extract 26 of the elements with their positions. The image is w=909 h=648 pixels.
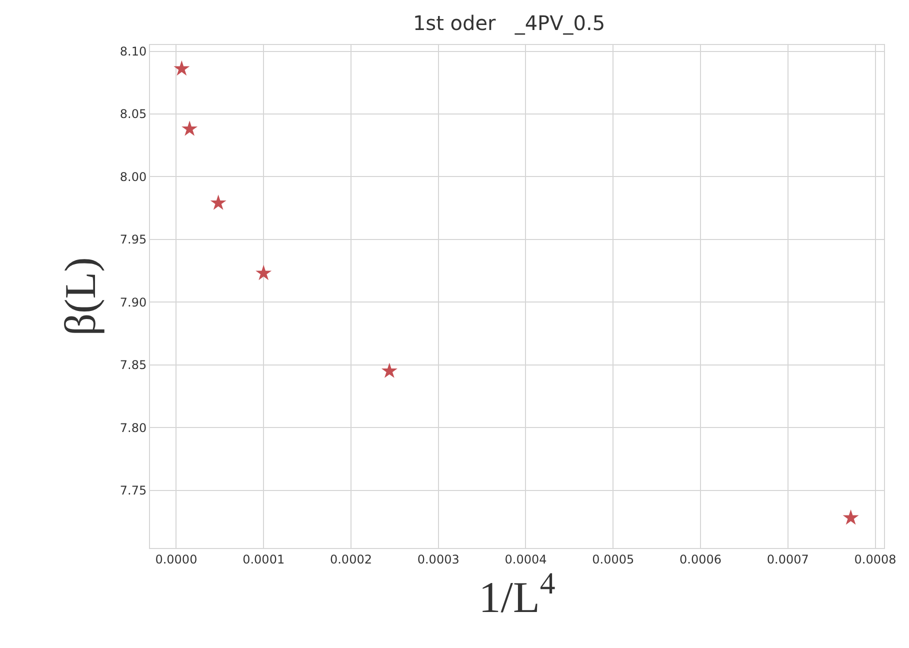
point — [256, 264, 272, 280]
x-tick-label: 0.0000 — [155, 552, 198, 566]
y-tick-label: 8.10 — [120, 44, 147, 58]
y-tick-label: 8.00 — [120, 170, 147, 184]
x-tick-label: 0.0003 — [417, 552, 460, 566]
x-tick-label: 0.0005 — [592, 552, 634, 566]
x-tick-label: 0.0001 — [242, 552, 285, 566]
y-tick-label: 7.90 — [120, 295, 147, 310]
y-tick-label: 7.85 — [120, 358, 147, 372]
x-tick-label: 0.0008 — [854, 552, 896, 566]
point — [210, 194, 226, 210]
y-tick-label: 7.75 — [120, 484, 147, 498]
point — [381, 362, 398, 378]
x-axis-title: 1/L$^{4}$ — [478, 566, 556, 622]
x-tick-label: 0.0006 — [680, 552, 722, 566]
x-tick-label: 0.0002 — [330, 552, 372, 566]
y-tick-label: 7.80 — [120, 420, 147, 435]
x-tick-label: 0.0004 — [504, 552, 547, 566]
chart-title: 1st oder _4PV_0.5 — [412, 11, 606, 36]
y-tick-label: 7.95 — [120, 232, 147, 247]
y-tick-label: 8.05 — [120, 107, 147, 122]
x-tick-label: 0.0007 — [766, 552, 809, 566]
point — [174, 60, 190, 76]
y-axis-title: β(L) — [56, 257, 105, 336]
point — [842, 510, 859, 525]
point — [182, 120, 198, 136]
